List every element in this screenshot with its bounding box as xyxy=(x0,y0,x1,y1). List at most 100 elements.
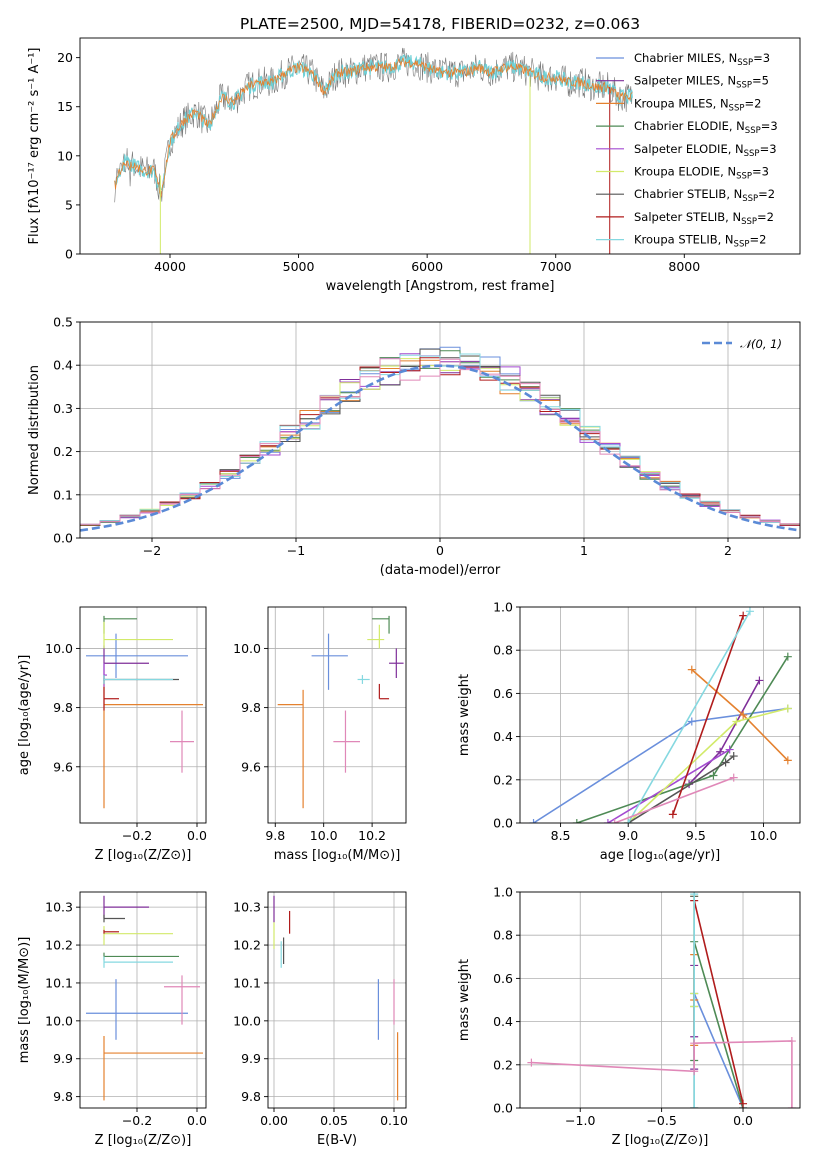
x-tick-label: 9.0 xyxy=(618,828,638,843)
weight-marker xyxy=(783,756,792,765)
x-axis-label: Z [log₁₀(Z/Z⊙)] xyxy=(612,1133,709,1148)
x-tick-label: 8.5 xyxy=(551,828,571,843)
legend-entry-tail: =5 xyxy=(752,74,769,88)
chart-mass_vs_Z: −0.2 0.0 9.8 9.9 10.0 10.1 10.2 10.3 Z [log₁₀(Z/… xyxy=(17,891,207,1148)
data-point xyxy=(367,624,385,649)
plot-area xyxy=(86,895,203,1101)
data-point xyxy=(164,975,200,1025)
data-point xyxy=(378,683,390,700)
y-axis-label: mass weight xyxy=(457,674,472,756)
spectrum-data-line xyxy=(114,47,633,203)
x-tick-label: −1.0 xyxy=(565,1113,595,1128)
y-tick-label: 0.1 xyxy=(53,487,73,502)
x-tick-label: 0.0 xyxy=(187,828,207,843)
data-point xyxy=(372,615,390,634)
x-tick-label: 0.10 xyxy=(380,1113,408,1128)
legend-entry-name: Salpeter STELIB, N xyxy=(634,210,741,224)
data-point xyxy=(103,686,119,711)
weight-series xyxy=(693,941,744,1108)
x-tick-label: 4000 xyxy=(154,259,186,274)
data-point xyxy=(103,952,179,961)
x-tick-label: −1 xyxy=(287,543,305,558)
legend-entry-name: Kroupa MILES, N xyxy=(634,96,729,110)
data-point xyxy=(357,675,370,684)
figure-title: PLATE=2500, MJD=54178, FIBERID=0232, z=0… xyxy=(240,15,640,33)
legend-entry: Salpeter MILES, NSSP=5 xyxy=(634,74,769,91)
legend-entry-sub: SSP xyxy=(742,194,758,204)
x-axis-label: wavelength [Angstrom, rest frame] xyxy=(326,279,555,294)
y-tick-label: 9.9 xyxy=(241,1051,261,1066)
y-tick-label: 10.3 xyxy=(233,900,261,915)
y-tick-label: 10.1 xyxy=(45,975,73,990)
y-tick-label: 0.2 xyxy=(493,772,513,787)
y-tick-label: 1.0 xyxy=(493,885,513,900)
y-tick-label: 0.0 xyxy=(53,531,73,546)
weight-marker xyxy=(725,745,734,754)
x-tick-label: −0.5 xyxy=(646,1113,676,1128)
y-tick-label: 10.0 xyxy=(45,641,73,656)
x-tick-label: 9.5 xyxy=(686,828,706,843)
legend-entry: Chabrier MILES, NSSP=3 xyxy=(634,51,770,68)
data-point xyxy=(103,1036,203,1101)
legend-entry-tail: =3 xyxy=(760,142,777,156)
axes-frame xyxy=(79,606,207,824)
x-tick-label: 0.0 xyxy=(733,1113,753,1128)
weight-marker xyxy=(527,1058,536,1067)
weight-marker xyxy=(732,717,741,726)
weight-marker xyxy=(572,819,581,823)
legend-entry-sub: SSP xyxy=(734,240,750,250)
x-tick-label: 7000 xyxy=(540,259,572,274)
weight-marker xyxy=(729,752,738,761)
plot-area xyxy=(277,615,404,809)
legend-entry-sub: SSP xyxy=(737,58,753,68)
weight-series xyxy=(672,615,744,815)
y-axis-label: mass weight xyxy=(457,959,472,1041)
data-point xyxy=(103,615,137,634)
weight-series xyxy=(614,776,734,823)
legend-entry: 𝒩(0, 1) xyxy=(740,337,782,351)
legend-entry: Chabrier ELODIE, NSSP=3 xyxy=(634,119,778,136)
x-tick-label: 10.2 xyxy=(358,828,386,843)
y-tick-label: 0.6 xyxy=(493,971,513,986)
weight-marker xyxy=(690,892,699,899)
y-tick-label: 1.0 xyxy=(493,600,513,615)
data-point xyxy=(86,979,188,1040)
chart-age_vs_Z: −0.2 0.0 9.6 9.8 10.0 Z [log₁₀(Z/Z⊙)] age [log… xyxy=(17,606,207,863)
plot-area xyxy=(86,615,203,809)
legend-entry-name: Chabrier ELODIE, N xyxy=(634,119,745,133)
weight-marker xyxy=(687,665,696,674)
x-axis-label: age [log₁₀(age/yr)] xyxy=(600,848,721,863)
spectrum-model-line xyxy=(114,54,633,195)
weight-series xyxy=(693,993,744,1108)
x-axis-label: Z [log₁₀(Z/Z⊙)] xyxy=(95,848,192,863)
weight-marker xyxy=(721,758,730,767)
y-tick-label: 10.0 xyxy=(45,1013,73,1028)
y-tick-label: 9.8 xyxy=(241,700,261,715)
x-tick-label: 6000 xyxy=(411,259,443,274)
weight-marker xyxy=(668,810,677,819)
legend-entry-tail: =3 xyxy=(753,51,770,65)
chart-age_vs_mass: 9.8 10.0 10.2 9.6 9.8 10.0 mass [log₁₀(M/M⊙)] xyxy=(233,606,407,863)
legend-entry: Salpeter ELODIE, NSSP=3 xyxy=(634,142,777,159)
legend-entry-name: Kroupa ELODIE, N xyxy=(634,165,736,179)
axes-frame xyxy=(267,606,407,824)
x-tick-label: 0.0 xyxy=(187,1113,207,1128)
data-point xyxy=(103,678,203,809)
y-tick-label: 0.6 xyxy=(493,686,513,701)
legend-entry-sub: SSP xyxy=(736,172,752,182)
legend-entry: Chabrier STELIB, NSSP=2 xyxy=(634,187,775,204)
data-point xyxy=(170,710,194,773)
y-tick-label: 9.8 xyxy=(241,1089,261,1104)
y-tick-label: 0.2 xyxy=(53,444,73,459)
y-tick-label: 20 xyxy=(57,50,73,65)
legend-entry-sub: SSP xyxy=(736,81,752,91)
legend-entry-name: Kroupa STELIB, N xyxy=(634,233,734,247)
data-point xyxy=(86,633,188,679)
y-axis-label: mass [log₁₀(M/M⊙)] xyxy=(17,937,32,1064)
y-tick-label: 0.8 xyxy=(493,643,513,658)
legend-entry: Kroupa ELODIE, NSSP=3 xyxy=(634,165,769,182)
weight-marker xyxy=(783,652,792,661)
weight-series xyxy=(607,748,731,823)
y-tick-label: 10.3 xyxy=(45,900,73,915)
legend-entry-tail: =3 xyxy=(761,119,778,133)
